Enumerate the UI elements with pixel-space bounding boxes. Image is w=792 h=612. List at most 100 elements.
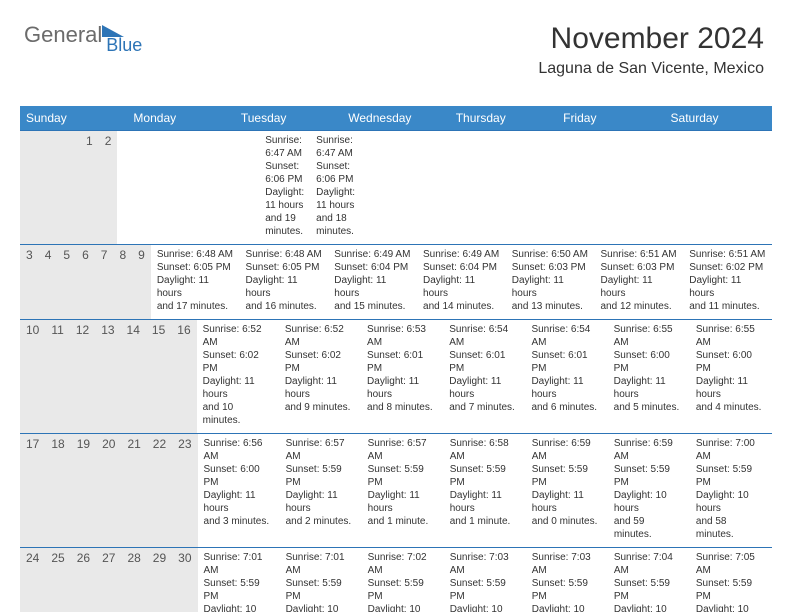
daynum-row: 24252627282930 [20,548,198,612]
day-number: 9 [132,245,151,319]
day-line: Sunset: 6:04 PM [334,261,411,274]
day-line: Sunset: 6:02 PM [203,349,273,375]
day-line: and 7 minutes. [449,401,519,414]
day-line: Sunset: 5:59 PM [696,463,766,489]
daybody-row: Sunrise: 6:48 AMSunset: 6:05 PMDaylight:… [151,245,772,319]
day-body: Sunrise: 6:55 AMSunset: 6:00 PMDaylight:… [690,320,772,433]
day-line: Sunset: 5:59 PM [368,463,438,489]
day-line: and 18 minutes. [316,212,355,238]
calendar-week: 3456789Sunrise: 6:48 AMSunset: 6:05 PMDa… [20,244,772,319]
day-line: Sunset: 6:01 PM [449,349,519,375]
day-body [231,131,259,244]
location-subtitle: Laguna de San Vicente, Mexico [538,60,764,78]
day-line: Daylight: 11 hours [157,274,234,300]
day-line: Daylight: 11 hours [696,375,766,401]
day-number: 27 [96,548,121,612]
day-number [20,131,32,244]
day-line: Sunrise: 7:03 AM [532,551,602,577]
day-line: Sunrise: 6:48 AM [157,248,234,261]
logo-general-text: General [24,24,102,46]
day-number: 12 [70,320,95,433]
day-line: and 16 minutes. [246,300,323,313]
day-body: Sunrise: 6:57 AMSunset: 5:59 PMDaylight:… [280,434,362,547]
day-line: Sunset: 5:59 PM [614,577,684,603]
day-body: Sunrise: 7:02 AMSunset: 5:59 PMDaylight:… [362,548,444,612]
day-body: Sunrise: 6:56 AMSunset: 6:00 PMDaylight:… [198,434,280,547]
day-line: and 11 minutes. [689,300,766,313]
calendar-week: 24252627282930Sunrise: 7:01 AMSunset: 5:… [20,547,772,612]
day-number: 28 [121,548,146,612]
day-line: Sunrise: 6:54 AM [449,323,519,349]
dow-cell: Sunday [20,106,127,130]
day-line: Daylight: 10 hours [696,603,766,612]
day-line: Sunrise: 6:48 AM [246,248,323,261]
dow-header-row: Sunday Monday Tuesday Wednesday Thursday… [20,106,772,130]
day-number: 25 [45,548,70,612]
daybody-row: Sunrise: 6:52 AMSunset: 6:02 PMDaylight:… [197,320,772,433]
day-line: Daylight: 11 hours [246,274,323,300]
day-line: Daylight: 11 hours [204,489,274,515]
day-line: Sunrise: 6:49 AM [423,248,500,261]
day-line: Daylight: 11 hours [203,375,273,401]
day-body: Sunrise: 6:47 AMSunset: 6:06 PMDaylight:… [259,131,310,244]
day-line: Sunset: 6:02 PM [689,261,766,274]
day-line: Daylight: 11 hours [367,375,437,401]
day-line: Sunset: 5:59 PM [614,463,684,489]
day-number: 3 [20,245,39,319]
day-line: Sunrise: 6:57 AM [368,437,438,463]
day-number: 22 [147,434,172,547]
day-line: and 6 minutes. [531,401,601,414]
day-line: and 12 minutes. [600,300,677,313]
title-block: November 2024 Laguna de San Vicente, Mex… [538,22,764,78]
day-line: Sunrise: 6:54 AM [531,323,601,349]
day-line: Sunrise: 6:51 AM [600,248,677,261]
day-body: Sunrise: 6:48 AMSunset: 6:05 PMDaylight:… [240,245,329,319]
day-number [32,131,44,244]
day-line: Daylight: 10 hours [532,603,602,612]
day-number: 29 [147,548,172,612]
day-line: and 3 minutes. [204,515,274,528]
calendar-week: 12Sunrise: 6:47 AMSunset: 6:06 PMDayligh… [20,130,772,244]
day-line: Sunrise: 6:52 AM [203,323,273,349]
daynum-row: 3456789 [20,245,151,319]
day-line: Sunrise: 6:58 AM [450,437,520,463]
day-body: Sunrise: 6:59 AMSunset: 5:59 PMDaylight:… [608,434,690,547]
daybody-row: Sunrise: 6:56 AMSunset: 6:00 PMDaylight:… [198,434,772,547]
day-line: Daylight: 10 hours [286,603,356,612]
day-line: Sunrise: 6:57 AM [286,437,356,463]
day-line: Sunrise: 6:55 AM [696,323,766,349]
day-line: Sunrise: 7:03 AM [450,551,520,577]
day-line: Daylight: 11 hours [334,274,411,300]
day-line: Sunset: 6:05 PM [246,261,323,274]
day-number: 18 [45,434,70,547]
day-line: Daylight: 10 hours [204,603,274,612]
day-line: and 8 minutes. [367,401,437,414]
day-line: Daylight: 10 hours [368,603,438,612]
dow-cell: Thursday [450,106,557,130]
day-line: Sunset: 5:59 PM [532,463,602,489]
dow-cell: Monday [127,106,234,130]
day-line: and 10 minutes. [203,401,273,427]
day-line: and 1 minute. [450,515,520,528]
daybody-row: Sunrise: 6:47 AMSunset: 6:06 PMDaylight:… [117,131,361,244]
day-body: Sunrise: 6:51 AMSunset: 6:02 PMDaylight:… [683,245,772,319]
day-body: Sunrise: 6:53 AMSunset: 6:01 PMDaylight:… [361,320,443,433]
day-line: and 58 minutes. [696,515,766,541]
day-number: 16 [171,320,196,433]
day-line: Sunset: 5:59 PM [450,463,520,489]
day-line: and 1 minute. [368,515,438,528]
day-line: Sunset: 6:05 PM [157,261,234,274]
day-body: Sunrise: 6:51 AMSunset: 6:03 PMDaylight:… [594,245,683,319]
day-line: Sunset: 6:03 PM [600,261,677,274]
day-line: Sunset: 6:00 PM [204,463,274,489]
day-line: Sunrise: 6:47 AM [316,134,355,160]
day-line: Daylight: 10 hours [696,489,766,515]
day-line: Daylight: 11 hours [265,186,304,212]
daybody-row: Sunrise: 7:01 AMSunset: 5:59 PMDaylight:… [198,548,772,612]
day-body: Sunrise: 7:04 AMSunset: 5:59 PMDaylight:… [608,548,690,612]
logo-blue-block: Blue [102,24,142,54]
day-body: Sunrise: 6:47 AMSunset: 6:06 PMDaylight:… [310,131,361,244]
dow-cell: Saturday [665,106,772,130]
day-body [146,131,174,244]
day-number: 2 [99,131,118,244]
